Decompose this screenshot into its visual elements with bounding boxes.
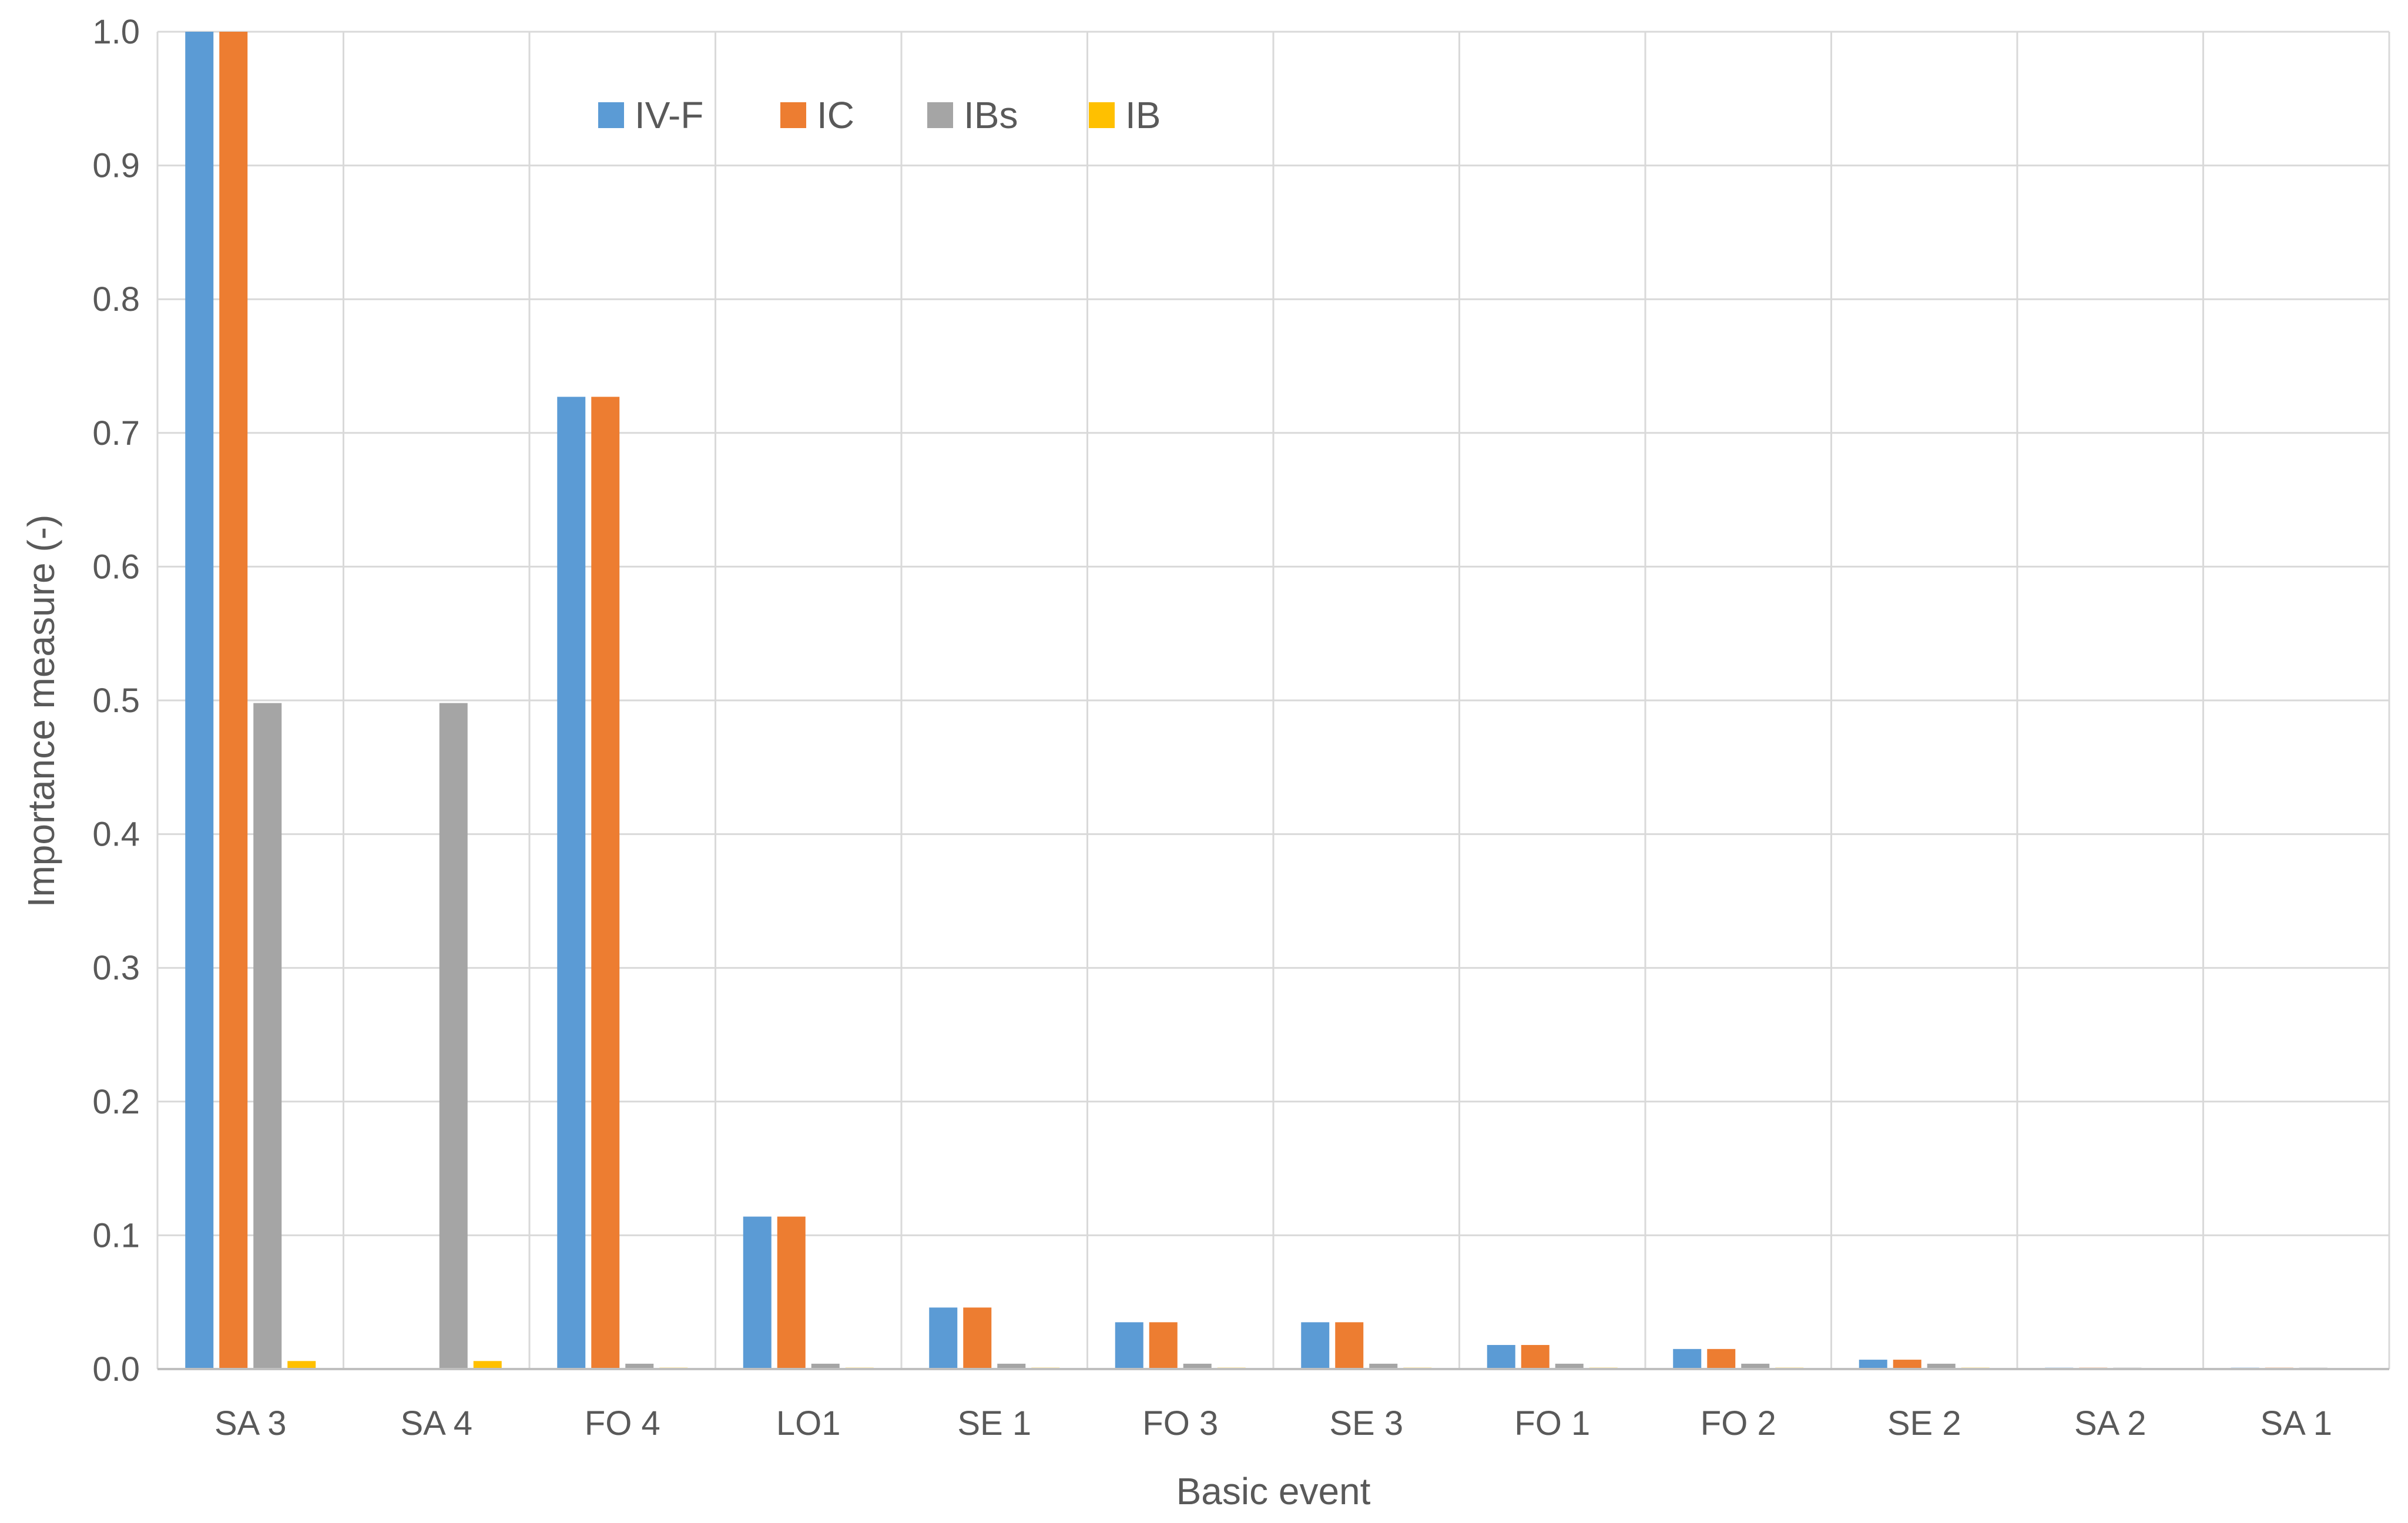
bar-ibs-3 — [811, 1363, 840, 1369]
bar-ic-5 — [1149, 1322, 1178, 1369]
bar-iv-f-6 — [1301, 1322, 1330, 1369]
legend-swatch — [927, 102, 953, 128]
bar-ic-2 — [591, 397, 620, 1369]
y-tick-label: 0.5 — [92, 682, 140, 720]
bar-iv-f-2 — [557, 397, 586, 1369]
bar-ic-9 — [1893, 1360, 1921, 1369]
legend-swatch — [598, 102, 624, 128]
y-tick-label: 0.9 — [92, 147, 140, 185]
x-tick-label: SE 3 — [1329, 1404, 1403, 1443]
legend-entry: IB — [1089, 94, 1161, 136]
y-tick-label: 0.3 — [92, 949, 140, 987]
x-tick-label: FO 1 — [1514, 1404, 1590, 1443]
bar-ic-3 — [777, 1216, 806, 1369]
legend-swatch — [780, 102, 806, 128]
bar-iv-f-8 — [1673, 1348, 1702, 1369]
gridlines — [156, 31, 2390, 1370]
legend-entry: IC — [780, 94, 854, 136]
legend-entry: IV-F — [598, 94, 703, 136]
bar-ibs-7 — [1555, 1363, 1584, 1369]
bar-ibs-0 — [253, 703, 282, 1369]
x-tick-label: SA 1 — [2260, 1404, 2332, 1443]
y-tick-label: 0.4 — [92, 816, 140, 854]
bar-iv-f-7 — [1487, 1345, 1515, 1369]
x-tick-label: SA 4 — [400, 1404, 472, 1443]
bar-ibs-2 — [625, 1363, 654, 1369]
y-axis: 0.0 0.1 0.2 0.3 0.4 0.5 0.6 0.7 0.8 0.9 1.0 — [92, 13, 140, 1388]
bar-ibs-6 — [1369, 1363, 1398, 1369]
x-tick-label: FO 2 — [1701, 1404, 1776, 1443]
x-axis: SA 3 SA 4 FO 4 LO1 SE 1 FO 3 SE 3 FO 1 FO 2 SE 2 S… — [157, 1368, 2389, 1443]
x-tick-label: SE 2 — [1887, 1404, 1961, 1443]
bars — [185, 32, 2327, 1369]
y-tick-label: 0.7 — [92, 414, 140, 452]
bar-ic-4 — [963, 1307, 992, 1369]
y-tick-label: 1.0 — [92, 13, 140, 51]
y-tick-label: 0.1 — [92, 1216, 140, 1254]
bar-iv-f-5 — [1115, 1322, 1143, 1369]
bar-iv-f-0 — [185, 32, 214, 1369]
legend-swatch — [1089, 102, 1115, 128]
bar-ic-0 — [219, 32, 248, 1369]
x-tick-label: SE 1 — [957, 1404, 1031, 1443]
x-tick-label: LO1 — [776, 1404, 841, 1443]
bar-ib-0 — [287, 1361, 316, 1369]
legend-label: IV-F — [635, 94, 703, 136]
bar-ic-8 — [1707, 1348, 1736, 1369]
bar-ibs-9 — [1927, 1363, 1956, 1369]
bar-iv-f-3 — [743, 1216, 772, 1369]
legend-label: IC — [817, 94, 854, 136]
bar-ibs-5 — [1183, 1363, 1212, 1369]
y-tick-label: 0.8 — [92, 280, 140, 318]
legend-label: IBs — [964, 94, 1018, 136]
y-tick-label: 0.0 — [92, 1350, 140, 1388]
bar-ic-6 — [1335, 1322, 1364, 1369]
x-tick-label: FO 3 — [1142, 1404, 1218, 1443]
x-tick-label: FO 4 — [585, 1404, 660, 1443]
bar-ibs-8 — [1741, 1363, 1770, 1369]
x-axis-title: Basic event — [1176, 1470, 1371, 1512]
x-tick-label: SA 3 — [214, 1404, 287, 1443]
bar-ibs-1 — [439, 703, 468, 1369]
bar-ibs-4 — [997, 1363, 1026, 1369]
bar-iv-f-9 — [1859, 1360, 1887, 1369]
y-axis-title: Importance measure (-) — [20, 515, 62, 908]
bar-ib-1 — [473, 1361, 502, 1369]
y-tick-label: 0.6 — [92, 548, 140, 586]
x-tick-label: SA 2 — [2074, 1404, 2147, 1443]
y-tick-label: 0.2 — [92, 1083, 140, 1121]
legend-entry: IBs — [927, 94, 1018, 136]
legend: IV-F IC IBs IB — [598, 94, 1161, 136]
legend-label: IB — [1125, 94, 1161, 136]
bar-ic-7 — [1521, 1345, 1550, 1369]
bar-iv-f-4 — [929, 1307, 958, 1369]
